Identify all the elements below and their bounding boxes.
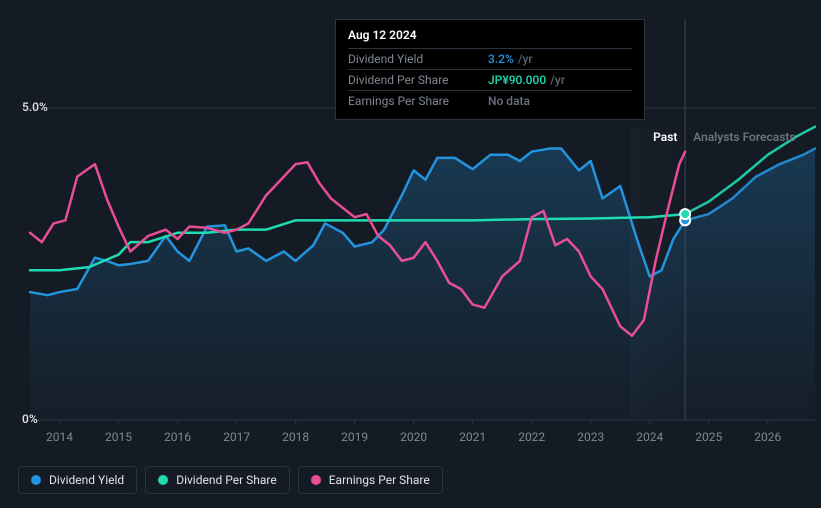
tooltip-row: Earnings Per ShareNo data: [348, 90, 632, 111]
legend-dot-icon: [311, 475, 321, 485]
y-axis-label: 5.0%: [22, 100, 48, 114]
past-label: Past: [653, 130, 677, 144]
legend-label: Dividend Yield: [49, 473, 124, 487]
legend-item[interactable]: Earnings Per Share: [298, 466, 443, 494]
legend-item[interactable]: Dividend Per Share: [145, 466, 290, 494]
chart-container: 0% 5.0% 2014 2015 2016 2017 2018 2019 2020 2021 2…: [0, 0, 821, 508]
forecast-label: Analysts Forecasts: [693, 130, 795, 144]
tooltip-row-value: No data: [488, 94, 534, 108]
tooltip-row-label: Earnings Per Share: [348, 94, 488, 108]
x-axis-label: 2015: [105, 430, 132, 444]
tooltip-row: Dividend Per ShareJP¥90.000/yr: [348, 69, 632, 90]
legend: Dividend Yield Dividend Per Share Earnings…: [18, 466, 443, 494]
tooltip-row-label: Dividend Yield: [348, 52, 488, 66]
tooltip-row: Dividend Yield3.2%/yr: [348, 48, 632, 69]
x-axis-label: 2022: [518, 430, 545, 444]
x-axis-label: 2019: [341, 430, 368, 444]
y-axis-label: 0%: [22, 412, 38, 426]
x-axis-label: 2025: [695, 430, 722, 444]
legend-label: Dividend Per Share: [176, 473, 277, 487]
tooltip-row-label: Dividend Per Share: [348, 73, 488, 87]
x-axis-label: 2017: [223, 430, 250, 444]
x-axis-label: 2021: [459, 430, 486, 444]
x-axis-label: 2024: [636, 430, 663, 444]
legend-item[interactable]: Dividend Yield: [18, 466, 137, 494]
x-axis-label: 2023: [577, 430, 604, 444]
legend-dot-icon: [31, 475, 41, 485]
x-axis-label: 2020: [400, 430, 427, 444]
tooltip-title: Aug 12 2024: [348, 28, 632, 42]
x-axis-label: 2026: [754, 430, 781, 444]
tooltip-row-value: 3.2%/yr: [488, 52, 533, 66]
x-axis-label: 2014: [46, 430, 73, 444]
chart-tooltip: Aug 12 2024 Dividend Yield3.2%/yrDividen…: [335, 19, 645, 120]
series-marker: [680, 209, 690, 219]
legend-dot-icon: [158, 475, 168, 485]
tooltip-row-unit: /yr: [518, 52, 533, 66]
legend-label: Earnings Per Share: [329, 473, 430, 487]
x-axis-label: 2018: [282, 430, 309, 444]
x-axis-label: 2016: [164, 430, 191, 444]
tooltip-row-value: JP¥90.000/yr: [488, 73, 565, 87]
tooltip-row-unit: /yr: [550, 73, 565, 87]
